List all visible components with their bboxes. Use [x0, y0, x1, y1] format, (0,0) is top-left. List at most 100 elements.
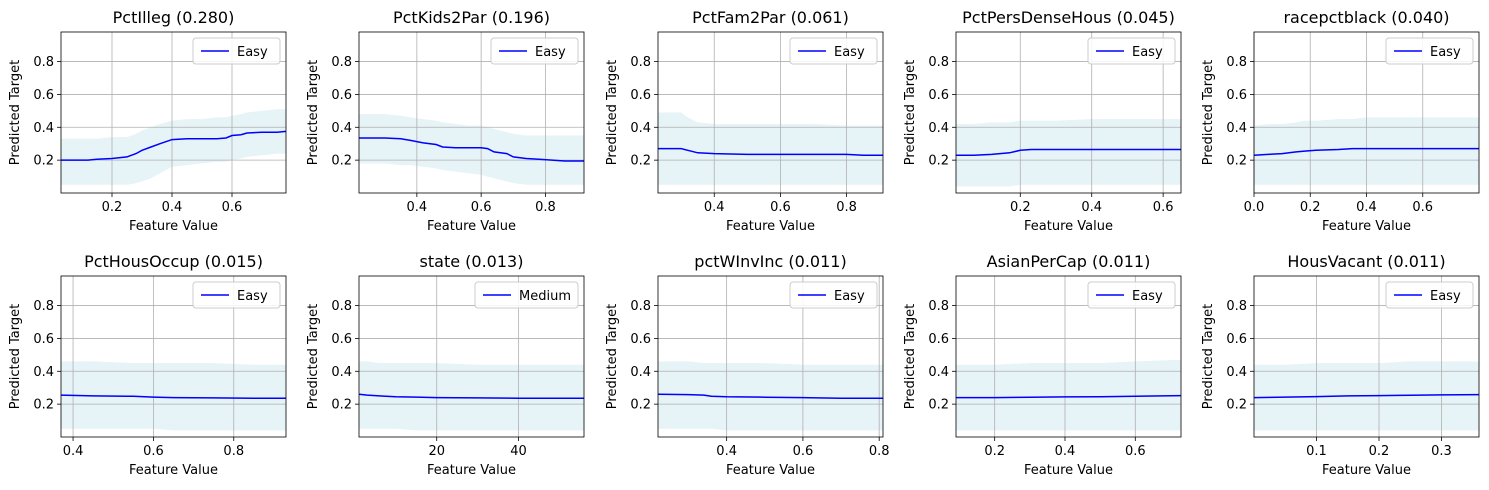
legend: Easy: [1087, 281, 1176, 309]
y-tick-label: 0.4: [33, 121, 54, 136]
x-axis-label: Feature Value: [726, 463, 815, 478]
x-tick-label: 0.4: [63, 444, 84, 459]
y-axis-label: Predicted Target: [1201, 304, 1216, 409]
subplot-7: 20 40 0.2 0.4 0.6 0.8 state (0.013) Feature Val…: [306, 252, 585, 478]
axes-frame: [60, 31, 287, 194]
legend-box: [1385, 37, 1474, 65]
x-axis-label: Feature Value: [129, 463, 218, 478]
x-axis-label: Feature Value: [726, 219, 815, 234]
x-tick-label: 0.4: [1055, 444, 1076, 459]
y-tick-label: 0.6: [928, 88, 949, 103]
axes-frame: [358, 31, 585, 194]
series-line: [1254, 393, 1479, 399]
series-line: [956, 394, 1181, 399]
y-tick-label: 0.6: [33, 88, 54, 103]
y-tick-label: 0.2: [630, 398, 651, 413]
legend-box: [1087, 281, 1176, 309]
x-tick-label: 0.1: [1306, 444, 1327, 459]
y-tick-label: 0.6: [331, 332, 352, 347]
x-axis-label: Feature Value: [427, 219, 516, 234]
subplot-title: state (0.013): [420, 252, 524, 271]
axes-frame: [358, 275, 585, 438]
subplot-4: 0.2 0.4 0.6 0.2 0.4 0.6 0.8 PctPersDenseHous (0…: [903, 8, 1182, 234]
confidence-band: [956, 359, 1181, 431]
confidence-band: [61, 361, 286, 431]
legend: Easy: [789, 281, 878, 309]
y-tick-label: 0.8: [1226, 299, 1247, 314]
series-line: [61, 130, 286, 161]
x-tick-label: 0.8: [869, 444, 890, 459]
legend-box: [789, 281, 878, 309]
y-tick-label: 0.4: [331, 121, 352, 136]
subplot-8: 0.4 0.6 0.8 0.2 0.4 0.6 0.8 pctWInvInc (0.011) F…: [605, 252, 890, 478]
y-tick-label: 0.8: [928, 55, 949, 70]
grid: [1254, 276, 1479, 437]
x-tick-label: 0.4: [704, 200, 725, 215]
grid: [956, 276, 1181, 437]
x-tick-label: 0.6: [143, 444, 164, 459]
y-tick-label: 0.8: [331, 299, 352, 314]
x-tick-label: 0.0: [1244, 200, 1265, 215]
axes-frame: [955, 31, 1182, 194]
y-tick-label: 0.8: [630, 55, 651, 70]
legend-box: [474, 281, 579, 309]
subplot-2: 0.4 0.6 0.8 0.2 0.4 0.6 0.8 PctKids2Par (0.196)…: [306, 8, 585, 234]
legend: Easy: [192, 281, 281, 309]
legend-box: [490, 37, 579, 65]
x-tick-label: 0.4: [1081, 200, 1102, 215]
x-tick-label: 0.6: [1412, 200, 1433, 215]
x-tick-label: 0.2: [1300, 200, 1321, 215]
legend-label: Easy: [834, 45, 865, 60]
x-tick-label: 0.8: [223, 444, 244, 459]
x-tick-label: 0.6: [793, 444, 814, 459]
x-tick-label: 0.6: [222, 200, 243, 215]
x-axis-label: Feature Value: [1322, 463, 1411, 478]
x-tick-label: 0.3: [1431, 444, 1452, 459]
legend-box: [192, 37, 281, 65]
series-line: [956, 148, 1181, 156]
y-axis-label: Predicted Target: [306, 304, 321, 409]
legend: Easy: [1385, 37, 1474, 65]
x-axis-label: Feature Value: [427, 463, 516, 478]
y-axis-label: Predicted Target: [8, 304, 23, 409]
legend-label: Easy: [237, 289, 268, 304]
series-line: [359, 137, 584, 162]
y-tick-label: 0.4: [1226, 121, 1247, 136]
y-tick-label: 0.2: [928, 154, 949, 169]
y-axis-label: Predicted Target: [306, 60, 321, 165]
y-tick-label: 0.8: [1226, 55, 1247, 70]
y-axis-label: Predicted Target: [903, 60, 918, 165]
confidence-band: [956, 119, 1181, 187]
y-axis-label: Predicted Target: [1201, 60, 1216, 165]
y-tick-label: 0.6: [1226, 332, 1247, 347]
y-tick-label: 0.6: [33, 332, 54, 347]
legend: Easy: [789, 37, 878, 65]
x-tick-label: 0.2: [1369, 444, 1390, 459]
legend-label: Easy: [535, 45, 566, 60]
y-tick-label: 0.2: [1226, 154, 1247, 169]
x-tick-label: 0.8: [836, 200, 857, 215]
confidence-band: [359, 114, 584, 185]
axes-frame: [657, 31, 884, 194]
y-tick-label: 0.4: [630, 365, 651, 380]
series-line: [61, 394, 286, 399]
x-tick-label: 0.8: [535, 200, 556, 215]
subplot-title: PctKids2Par (0.196): [393, 8, 550, 27]
x-tick-label: 0.6: [1125, 444, 1146, 459]
subplot-title: PctFam2Par (0.061): [692, 8, 849, 27]
series-line: [359, 393, 584, 399]
y-tick-label: 0.4: [928, 121, 949, 136]
y-tick-label: 0.4: [331, 365, 352, 380]
series-line: [658, 147, 883, 156]
series-line: [658, 393, 883, 399]
y-tick-label: 0.4: [1226, 365, 1247, 380]
y-tick-label: 0.2: [928, 398, 949, 413]
y-axis-label: Predicted Target: [605, 304, 620, 409]
x-tick-label: 0.6: [770, 200, 791, 215]
confidence-band: [61, 109, 286, 185]
subplot-6: 0.4 0.6 0.8 0.2 0.4 0.6 0.8 PctHousOccup (0.015…: [8, 252, 287, 478]
y-axis-label: Predicted Target: [8, 60, 23, 165]
x-axis-label: Feature Value: [1024, 463, 1113, 478]
y-tick-label: 0.8: [33, 55, 54, 70]
subplot-5: 0.0 0.2 0.4 0.6 0.2 0.4 0.6 0.8 racepctblack (0.…: [1201, 8, 1480, 234]
